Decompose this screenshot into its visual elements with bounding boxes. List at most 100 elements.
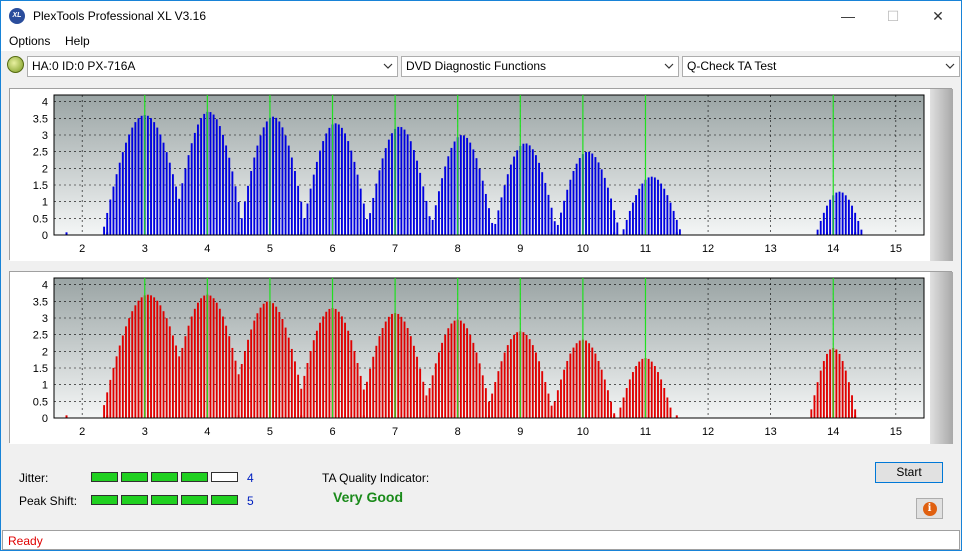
histogram-bar [628,210,631,235]
drive-icon [7,56,24,73]
histogram-bar [841,192,844,235]
histogram-bar [625,388,628,418]
histogram-bar [556,224,559,235]
histogram-bar [212,298,215,418]
x-tick-label: 7 [392,243,398,255]
histogram-bar [416,356,418,418]
histogram-bar [606,390,609,418]
histogram-bar [544,182,547,235]
histogram-bar [672,210,675,235]
histogram-bar [488,208,490,235]
histogram-bar [337,311,340,418]
histogram-bar [272,116,275,235]
histogram-bar [541,371,544,418]
x-tick-label: 10 [577,426,589,438]
histogram-bar [412,150,415,235]
histogram-bar [459,320,462,418]
histogram-bar [225,325,228,418]
histogram-bar [112,367,115,418]
histogram-bar [475,158,478,235]
drive-select[interactable]: HA:0 ID:0 PX-716A [27,56,398,77]
histogram-bar [613,210,616,235]
histogram-bar [431,375,434,418]
histogram-bar [306,203,309,235]
histogram-bar [222,134,224,235]
histogram-bar [181,183,184,235]
histogram-bar [353,161,356,235]
test-select-value: Q-Check TA Test [687,59,777,73]
histogram-bar [635,366,638,418]
test-select[interactable]: Q-Check TA Test [682,56,960,77]
histogram-bar [275,306,278,418]
histogram-bar [550,232,553,235]
histogram-bar [391,133,393,235]
histogram-bar [494,381,497,418]
histogram-bar [425,200,428,235]
histogram-bar [284,135,287,235]
close-button[interactable]: ✕ [932,7,944,24]
start-button[interactable]: Start [875,462,943,483]
histogram-bar [340,127,343,235]
histogram-bar [437,352,440,418]
x-tick-label: 10 [577,243,589,255]
histogram-bar [650,176,653,235]
function-select[interactable]: DVD Diagnostic Functions [401,56,679,77]
histogram-bar [65,415,68,418]
histogram-bar [315,330,318,418]
y-tick-label: 0 [42,230,48,242]
histogram-bar [632,372,634,418]
histogram-bar [168,326,171,418]
histogram-bar [106,392,109,418]
histogram-bar [300,388,303,418]
histogram-bar [240,363,243,418]
info-button[interactable]: i [916,498,943,519]
menu-options[interactable]: Options [9,34,51,48]
maximize-button[interactable]: ☐ [886,7,900,24]
plextools-logo-icon: XL [9,8,25,24]
menu-help[interactable]: Help [65,34,90,48]
histogram-bar [118,345,121,418]
histogram-bar [544,381,547,418]
histogram-bar [822,361,825,418]
histogram-bar [322,316,325,418]
histogram-bar [203,113,206,235]
histogram-bar [578,158,581,235]
x-tick-label: 3 [142,426,148,438]
histogram-bar [106,232,109,235]
x-tick-label: 14 [827,426,839,438]
histogram-bar [535,352,537,418]
histogram-bar [237,374,240,418]
histogram-bar [265,121,268,235]
y-tick-label: 0.5 [33,213,48,225]
histogram-bar [319,322,321,418]
histogram-bar [109,379,112,418]
jitter-value: 4 [247,471,254,485]
histogram-bar [406,134,409,235]
chevron-down-icon [945,63,955,69]
histogram-bar [309,351,312,418]
minimize-button[interactable]: — [841,8,855,24]
histogram-bar [159,305,162,418]
histogram-bar [550,405,553,418]
histogram-bar [134,122,137,235]
histogram-bar [409,141,412,235]
histogram-bar [243,351,246,418]
histogram-bar [588,343,591,418]
histogram-bar [178,198,181,235]
histogram-bar [350,340,353,418]
histogram-bar [403,129,406,235]
histogram-bar [356,174,359,235]
histogram-bar [193,308,196,418]
histogram-bar [851,395,853,418]
histogram-bar [287,337,290,418]
jitter-chart-panel: 0 0.5 1 1.5 2 2.5 3 3.5 4 2 3 4 5 6 7 8 9 10 11 12 13 14 15 [9,88,953,261]
meter-segment [211,472,238,482]
histogram-bar [488,415,490,418]
histogram-bar [569,353,572,418]
histogram-bar [353,351,356,418]
histogram-bar [603,177,606,235]
histogram-bar [513,334,515,418]
histogram-bar [847,199,850,235]
histogram-bar [397,313,400,418]
histogram-bar [516,332,519,418]
